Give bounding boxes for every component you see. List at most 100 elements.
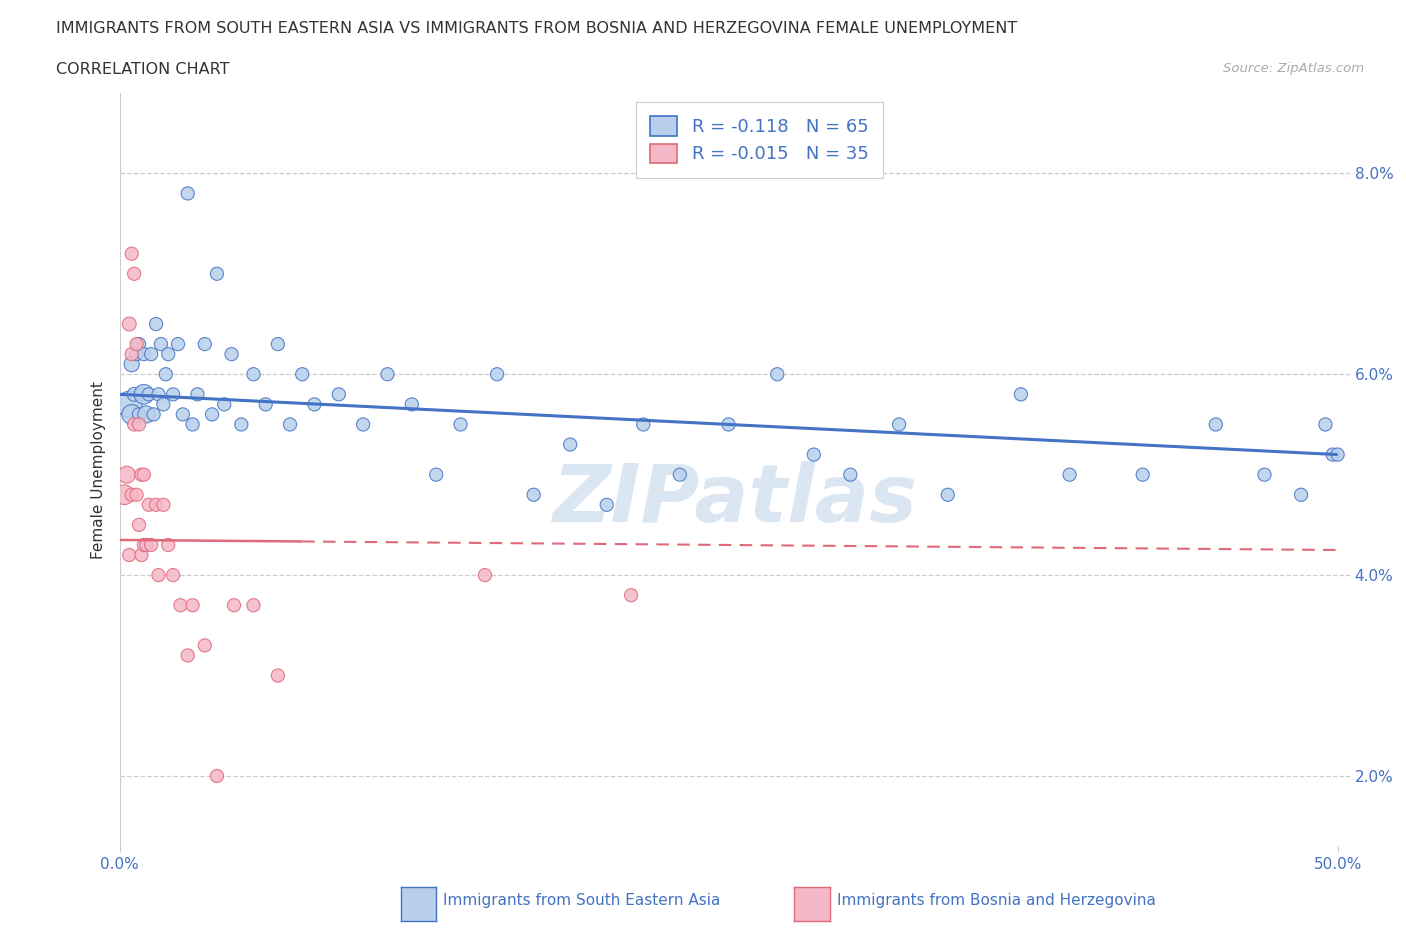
Point — [181, 598, 204, 613]
Point — [596, 498, 619, 512]
Point — [328, 387, 350, 402]
Point — [352, 417, 374, 432]
Point — [138, 498, 160, 512]
Text: ZIPatlas: ZIPatlas — [553, 460, 917, 538]
Point — [214, 397, 236, 412]
Point — [148, 387, 170, 402]
Point — [1322, 447, 1344, 462]
Point — [118, 397, 141, 412]
Point — [242, 366, 264, 381]
Point — [169, 598, 191, 613]
Point — [221, 347, 243, 362]
Point — [125, 347, 148, 362]
Point — [162, 387, 184, 402]
Point — [112, 487, 135, 502]
Point — [1326, 447, 1348, 462]
Point — [128, 337, 150, 352]
Point — [177, 186, 200, 201]
Point — [887, 417, 910, 432]
Point — [201, 407, 224, 422]
Point — [486, 366, 509, 381]
Point — [157, 347, 180, 362]
Point — [1010, 387, 1032, 402]
Point — [132, 538, 155, 552]
Point — [267, 337, 290, 352]
Text: Immigrants from South Eastern Asia: Immigrants from South Eastern Asia — [443, 893, 720, 908]
Point — [135, 407, 157, 422]
Point — [121, 487, 143, 502]
Point — [128, 517, 150, 532]
Point — [141, 347, 163, 362]
Point — [377, 366, 399, 381]
Legend: R = -0.118   N = 65, R = -0.015   N = 35: R = -0.118 N = 65, R = -0.015 N = 35 — [636, 102, 883, 178]
Point — [142, 407, 165, 422]
Y-axis label: Female Unemployment: Female Unemployment — [91, 380, 107, 559]
Point — [231, 417, 253, 432]
Point — [122, 266, 145, 281]
Point — [125, 337, 148, 352]
Point — [560, 437, 582, 452]
Point — [839, 467, 862, 482]
Point — [803, 447, 825, 462]
Point — [181, 417, 204, 432]
Point — [131, 548, 153, 563]
Point — [121, 246, 143, 261]
Point — [145, 316, 167, 331]
Text: Source: ZipAtlas.com: Source: ZipAtlas.com — [1223, 62, 1364, 75]
Point — [128, 407, 150, 422]
Point — [1315, 417, 1337, 432]
Point — [936, 487, 959, 502]
Point — [149, 337, 172, 352]
Point — [267, 668, 290, 683]
Point — [121, 357, 143, 372]
Point — [1132, 467, 1154, 482]
Point — [128, 417, 150, 432]
Point — [633, 417, 655, 432]
Point — [1059, 467, 1081, 482]
Point — [425, 467, 447, 482]
Point — [172, 407, 194, 422]
Point — [132, 467, 155, 482]
Point — [669, 467, 692, 482]
Point — [121, 407, 143, 422]
Point — [254, 397, 277, 412]
Point — [205, 768, 228, 783]
Point — [1289, 487, 1312, 502]
Point — [177, 648, 200, 663]
Text: IMMIGRANTS FROM SOUTH EASTERN ASIA VS IMMIGRANTS FROM BOSNIA AND HERZEGOVINA FEM: IMMIGRANTS FROM SOUTH EASTERN ASIA VS IM… — [56, 21, 1018, 36]
Point — [766, 366, 789, 381]
Point — [132, 347, 155, 362]
Point — [1205, 417, 1227, 432]
Point — [125, 487, 148, 502]
Point — [304, 397, 326, 412]
Point — [131, 387, 153, 402]
Point — [205, 266, 228, 281]
Point — [450, 417, 472, 432]
Point — [145, 498, 167, 512]
Point — [118, 316, 141, 331]
Point — [131, 467, 153, 482]
Point — [152, 397, 174, 412]
Point — [620, 588, 643, 603]
Point — [135, 538, 157, 552]
Point — [155, 366, 177, 381]
Point — [474, 567, 496, 582]
Text: Immigrants from Bosnia and Herzegovina: Immigrants from Bosnia and Herzegovina — [837, 893, 1156, 908]
Point — [148, 567, 170, 582]
Point — [141, 538, 163, 552]
Point — [194, 638, 217, 653]
Point — [162, 567, 184, 582]
Point — [152, 498, 174, 512]
Point — [167, 337, 190, 352]
Point — [401, 397, 423, 412]
Point — [242, 598, 264, 613]
Point — [118, 548, 141, 563]
Point — [157, 538, 180, 552]
Point — [115, 467, 138, 482]
Point — [122, 387, 145, 402]
Point — [717, 417, 740, 432]
Point — [291, 366, 314, 381]
Point — [122, 417, 145, 432]
Point — [186, 387, 208, 402]
Point — [278, 417, 301, 432]
